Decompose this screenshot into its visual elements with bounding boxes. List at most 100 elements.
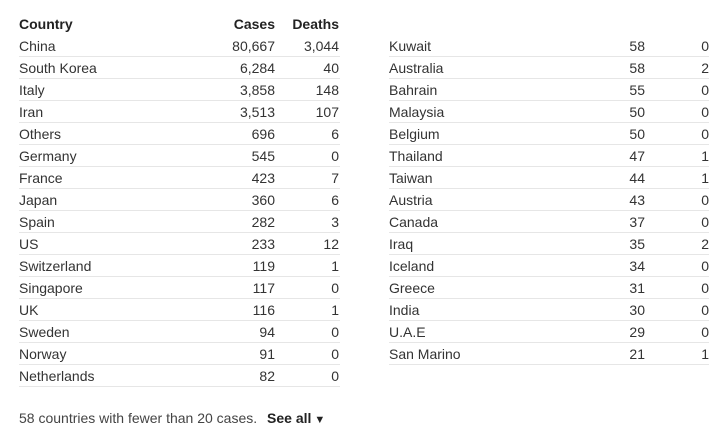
table-row: Italy 3,858 148 (19, 79, 340, 101)
cases-cell: 6,284 (239, 60, 275, 76)
country-cell: Iceland (389, 258, 435, 274)
country-cell: Iraq (389, 236, 414, 252)
deaths-cell: 7 (331, 170, 339, 186)
table-row: U.A.E 29 0 (389, 321, 709, 343)
table-row: Norway 91 0 (19, 343, 340, 365)
footer: 58 countries with fewer than 20 cases. S… (19, 410, 325, 426)
country-cell: China (19, 38, 56, 54)
table-row: Greece 31 0 (389, 277, 709, 299)
table-header: Country Cases Deaths (19, 14, 340, 35)
deaths-cell: 12 (323, 236, 339, 252)
country-cell: France (19, 170, 63, 186)
cases-cell: 58 (629, 38, 645, 54)
cases-table-right: Kuwait 58 0 Australia 58 2 Bahrain 55 0 Malaysia 5… (389, 14, 709, 365)
table-row: UK 116 1 (19, 299, 340, 321)
table-row: Japan 360 6 (19, 189, 340, 211)
country-cell: Canada (389, 214, 439, 230)
country-cell: Bahrain (389, 82, 438, 98)
cases-cell: 423 (251, 170, 275, 186)
table-row: France 423 7 (19, 167, 340, 189)
header-cases: Cases (233, 16, 275, 32)
country-cell: South Korea (19, 60, 97, 76)
country-cell: Greece (389, 280, 435, 296)
deaths-cell: 0 (701, 126, 709, 142)
cases-cell: 360 (251, 192, 275, 208)
cases-cell: 50 (629, 126, 645, 142)
country-cell: Others (19, 126, 62, 142)
table-row: Australia 58 2 (389, 57, 709, 79)
cases-cell: 117 (252, 280, 275, 296)
cases-cell: 91 (259, 346, 275, 362)
country-cell: Australia (389, 60, 444, 76)
table-row: Austria 43 0 (389, 189, 709, 211)
deaths-cell: 0 (701, 214, 709, 230)
deaths-cell: 0 (331, 324, 339, 340)
deaths-cell: 6 (331, 126, 339, 142)
table-row: Others 696 6 (19, 123, 340, 145)
deaths-cell: 1 (701, 170, 709, 186)
cases-cell: 21 (629, 346, 645, 362)
table-row: Taiwan 44 1 (389, 167, 709, 189)
caret-down-icon[interactable]: ▼ (314, 414, 326, 426)
deaths-cell: 6 (331, 192, 339, 208)
deaths-cell: 0 (701, 324, 709, 340)
cases-table-left: Country Cases Deaths China 80,667 3,044 Sou… (19, 14, 340, 387)
deaths-cell: 0 (701, 38, 709, 54)
deaths-cell: 0 (701, 302, 709, 318)
deaths-cell: 1 (331, 258, 339, 274)
table-row: Germany 545 0 (19, 145, 340, 167)
country-cell: Netherlands (19, 368, 95, 384)
table-row: Belgium 50 0 (389, 123, 709, 145)
cases-cell: 696 (251, 126, 275, 142)
country-cell: Kuwait (389, 38, 432, 54)
table-row: Thailand 47 1 (389, 145, 709, 167)
deaths-cell: 0 (331, 280, 339, 296)
country-cell: Switzerland (19, 258, 92, 274)
table-row: Iraq 35 2 (389, 233, 709, 255)
cases-cell: 94 (259, 324, 275, 340)
cases-cell: 50 (629, 104, 645, 120)
cases-cell: 82 (259, 368, 275, 384)
country-cell: U.A.E (389, 324, 426, 340)
cases-cell: 34 (629, 258, 645, 274)
table-row: South Korea 6,284 40 (19, 57, 340, 79)
fewer-cases-note: 58 countries with fewer than 20 cases. (19, 410, 258, 426)
table-body-left: China 80,667 3,044 South Korea 6,284 40 Italy 3… (19, 35, 340, 387)
table-row: Singapore 117 0 (19, 277, 340, 299)
deaths-cell: 40 (323, 60, 339, 76)
deaths-cell: 0 (701, 104, 709, 120)
table-row: Netherlands 82 0 (19, 365, 340, 387)
cases-cell: 80,667 (232, 38, 275, 54)
header-deaths: Deaths (292, 16, 339, 32)
cases-cell: 44 (629, 170, 645, 186)
country-cell: Germany (19, 148, 77, 164)
deaths-cell: 1 (331, 302, 339, 318)
deaths-cell: 1 (701, 346, 709, 362)
see-all-button[interactable]: See all ▼ (267, 410, 325, 426)
table-row: Iceland 34 0 (389, 255, 709, 277)
table-header-right (389, 14, 709, 35)
cases-cell: 119 (252, 258, 275, 274)
table-row: Bahrain 55 0 (389, 79, 709, 101)
cases-cell: 282 (251, 214, 275, 230)
see-all-label[interactable]: See all (267, 410, 312, 426)
table-row: Spain 282 3 (19, 211, 340, 233)
country-cell: Iran (19, 104, 44, 120)
country-cell: India (389, 302, 420, 318)
table-row: China 80,667 3,044 (19, 35, 340, 57)
cases-cell: 35 (629, 236, 645, 252)
deaths-cell: 2 (701, 236, 709, 252)
cases-cell: 31 (629, 280, 645, 296)
deaths-cell: 0 (331, 148, 339, 164)
deaths-cell: 0 (331, 346, 339, 362)
cases-cell: 3,858 (239, 82, 275, 98)
table-row: Switzerland 119 1 (19, 255, 340, 277)
country-cell: Austria (389, 192, 433, 208)
country-cell: Japan (19, 192, 58, 208)
deaths-cell: 107 (315, 104, 339, 120)
header-country: Country (19, 16, 73, 32)
table-row: San Marino 21 1 (389, 343, 709, 365)
table-row: Kuwait 58 0 (389, 35, 709, 57)
country-cell: Malaysia (389, 104, 445, 120)
cases-cell: 545 (251, 148, 275, 164)
